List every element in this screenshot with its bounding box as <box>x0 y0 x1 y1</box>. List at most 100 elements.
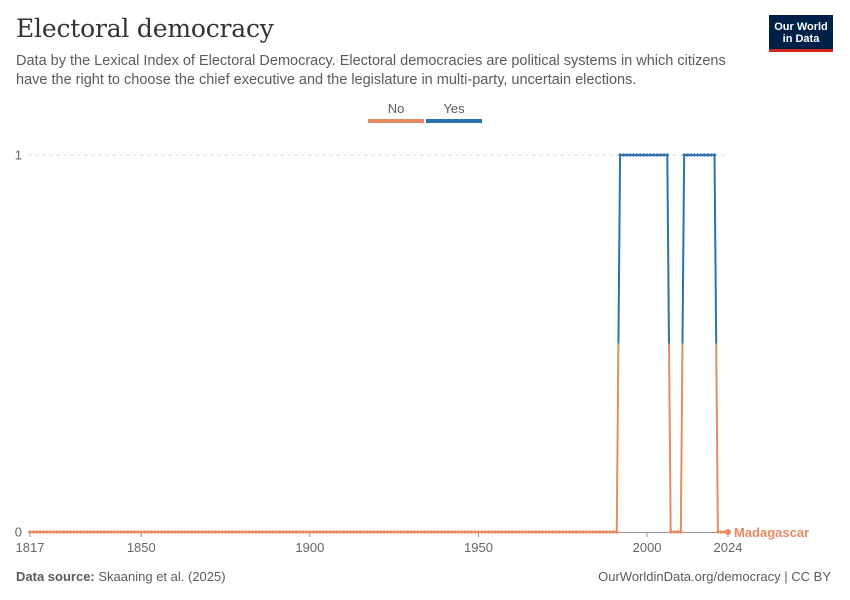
data-point-1898 <box>301 530 305 534</box>
data-point-1948 <box>470 530 474 534</box>
data-point-1926 <box>395 530 400 534</box>
data-point-1928 <box>402 530 406 534</box>
y-tick-label-1: 1 <box>15 148 22 163</box>
data-point-1961 <box>513 530 518 534</box>
data-point-1959 <box>507 530 511 534</box>
data-point-1920 <box>375 530 379 534</box>
data-point-1832 <box>78 530 83 534</box>
data-point-1915 <box>358 530 363 534</box>
data-point-1831 <box>75 530 79 534</box>
data-point-1958 <box>503 530 508 534</box>
data-point-2000 <box>645 153 649 157</box>
data-point-1868 <box>200 530 204 534</box>
series-line-segment <box>667 343 672 533</box>
data-point-2001 <box>648 153 653 157</box>
data-point-2020 <box>712 153 717 157</box>
data-point-1950 <box>476 530 481 534</box>
data-point-1951 <box>480 530 484 534</box>
data-point-1912 <box>348 530 352 534</box>
data-point-1990 <box>611 530 615 534</box>
data-point-1975 <box>561 530 565 534</box>
data-point-1837 <box>95 530 100 534</box>
data-point-1841 <box>109 530 113 534</box>
data-point-1818 <box>31 530 35 534</box>
data-point-1821 <box>41 530 46 534</box>
data-point-1827 <box>62 530 66 534</box>
data-point-1901 <box>311 530 315 534</box>
y-axis-ticks: 01 <box>15 148 22 540</box>
source-text: Skaaning et al. (2025) <box>98 569 226 584</box>
data-point-1989 <box>608 530 612 534</box>
data-point-1987 <box>601 530 605 534</box>
data-point-1867 <box>196 530 201 534</box>
data-point-1894 <box>288 530 292 534</box>
data-point-1982 <box>584 530 588 534</box>
data-point-1878 <box>234 530 238 534</box>
data-point-1843 <box>116 530 120 534</box>
data-point-1985 <box>594 530 599 534</box>
data-point-1906 <box>328 530 332 534</box>
data-point-1965 <box>527 530 531 534</box>
data-point-1967 <box>534 530 538 534</box>
data-point-1859 <box>170 530 174 534</box>
data-point-1897 <box>298 530 302 534</box>
data-point-1939 <box>439 530 443 534</box>
data-point-1996 <box>631 153 636 157</box>
data-point-1966 <box>530 530 535 534</box>
data-point-1820 <box>38 530 42 534</box>
data-point-1876 <box>227 530 231 534</box>
owid-logo[interactable]: Our World in Data <box>769 15 833 52</box>
data-point-1910 <box>341 530 346 534</box>
legend-label-no: No <box>388 101 405 116</box>
data-point-1919 <box>372 530 376 534</box>
data-point-1963 <box>520 530 524 534</box>
logo-line-1: Our World <box>774 21 828 33</box>
data-point-1895 <box>291 530 295 534</box>
data-point-2019 <box>709 153 713 157</box>
data-point-1865 <box>190 530 194 534</box>
data-point-1846 <box>126 530 130 534</box>
data-point-1899 <box>304 530 309 534</box>
data-point-1877 <box>230 530 234 534</box>
data-point-1972 <box>551 530 555 534</box>
data-point-1819 <box>35 530 39 534</box>
data-point-1977 <box>567 530 572 534</box>
data-point-1879 <box>237 530 241 534</box>
data-point-1902 <box>315 530 319 534</box>
footer-url-license[interactable]: OurWorldinData.org/democracy | CC BY <box>598 569 831 584</box>
series-line-segment <box>666 154 670 344</box>
data-point-1941 <box>446 530 450 534</box>
data-point-1930 <box>409 530 413 534</box>
data-point-1997 <box>635 153 639 157</box>
data-point-1936 <box>429 530 433 534</box>
data-point-1956 <box>497 530 501 534</box>
data-point-1871 <box>210 530 214 534</box>
data-point-1940 <box>443 530 447 534</box>
data-point-1935 <box>426 530 430 534</box>
data-point-1822 <box>45 530 49 534</box>
data-point-2012 <box>685 153 690 157</box>
data-point-1861 <box>176 530 180 534</box>
x-tick-label-1850: 1850 <box>127 540 156 555</box>
data-point-1971 <box>547 530 551 534</box>
data-point-1938 <box>436 530 440 534</box>
data-point-1988 <box>605 530 609 534</box>
data-point-1953 <box>486 530 491 534</box>
data-point-1980 <box>578 530 582 534</box>
data-point-1957 <box>500 530 504 534</box>
line-chart: No Yes 01 1817 1850 1900 1950 2000 2024 Madaga… <box>15 101 809 555</box>
data-point-1848 <box>132 530 137 534</box>
data-point-1974 <box>557 530 562 534</box>
data-point-1885 <box>257 530 261 534</box>
series-line-segment <box>679 343 684 533</box>
data-point-1829 <box>68 530 73 534</box>
data-point-1983 <box>588 530 592 534</box>
data-point-1943 <box>453 530 457 534</box>
data-point-1833 <box>82 530 86 534</box>
legend-swatch-no <box>368 119 424 123</box>
data-point-1886 <box>261 530 265 534</box>
x-tick-label-1817: 1817 <box>16 540 45 555</box>
data-point-1850 <box>139 530 143 534</box>
data-point-1932 <box>416 530 420 534</box>
data-point-1828 <box>65 530 69 534</box>
